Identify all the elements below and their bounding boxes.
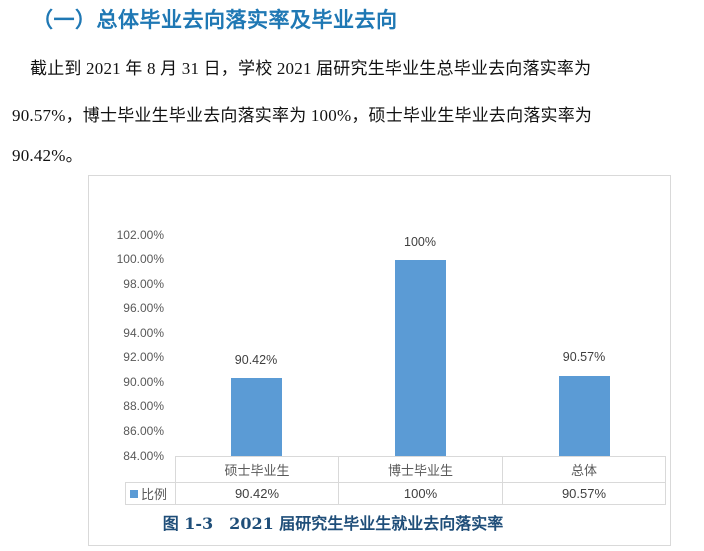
bar-doctor: [395, 260, 446, 456]
table-category-master: 硕士毕业生: [175, 456, 339, 483]
table-value-overall: 90.57%: [502, 482, 666, 505]
y-tick: 84.00%: [123, 449, 164, 463]
bar-overall: [559, 376, 610, 456]
y-tick: 90.00%: [123, 375, 164, 389]
y-tick: 98.00%: [123, 277, 164, 291]
chart-container: [88, 175, 671, 546]
paragraph-line-2: 90.57%，博士毕业生毕业去向落实率为 100%，硕士毕业生毕业去向落实率为: [12, 106, 593, 125]
data-label-master: 90.42%: [234, 353, 278, 367]
y-tick: 102.00%: [116, 228, 164, 242]
y-tick: 86.00%: [123, 424, 164, 438]
data-label-doctor: 100%: [404, 235, 436, 249]
figure-caption: 图 1-3 2021 届研究生毕业生就业去向落实率: [162, 514, 504, 533]
paragraph-line-1: 截止到 2021 年 8 月 31 日，学校 2021 届研究生毕业生总毕业去向…: [30, 59, 592, 78]
table-category-overall: 总体: [502, 456, 666, 483]
bar-master: [231, 378, 282, 456]
paragraph-line-3: 90.42%。: [12, 146, 83, 165]
y-tick: 100.00%: [116, 252, 164, 266]
table-value-doctor: 100%: [338, 482, 503, 505]
table-value-master: 90.42%: [175, 482, 339, 505]
y-tick: 96.00%: [123, 301, 164, 315]
y-tick: 94.00%: [123, 326, 164, 340]
table-category-doctor: 博士毕业生: [338, 456, 503, 483]
legend-cell: 比例: [125, 482, 176, 505]
data-label-overall: 90.57%: [562, 350, 606, 364]
legend-swatch-icon: [130, 489, 138, 498]
legend-label: 比例: [141, 488, 168, 503]
y-tick: 92.00%: [123, 350, 164, 364]
y-tick: 88.00%: [123, 399, 164, 413]
section-heading: （一）总体毕业去向落实率及毕业去向: [32, 8, 398, 32]
